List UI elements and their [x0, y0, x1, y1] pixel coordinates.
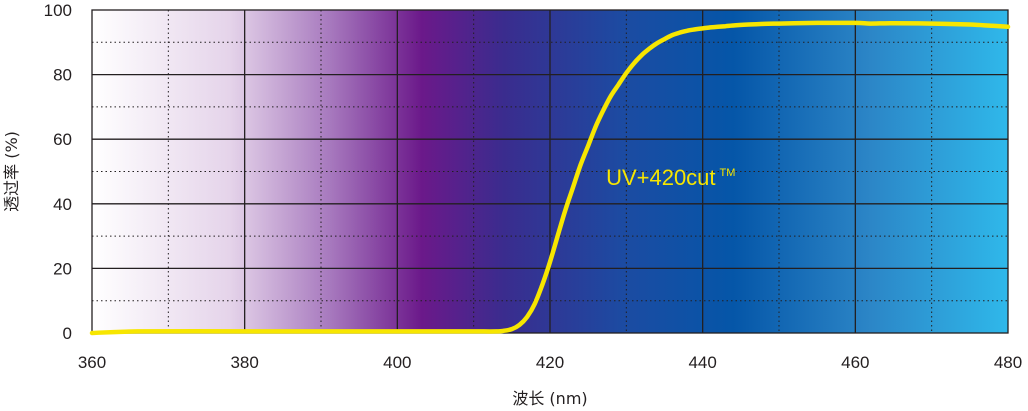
y-tick-label: 20 [53, 259, 72, 278]
x-tick-label: 480 [994, 353, 1022, 372]
y-tick-label: 100 [44, 1, 72, 20]
x-axis-title: 波长 (nm) [512, 389, 587, 408]
x-tick-labels: 360 380 400 420 440 460 480 [78, 353, 1022, 372]
x-tick-label: 460 [841, 353, 869, 372]
series-line-uv-420cut [89, 20, 1011, 336]
series-layer [89, 20, 1011, 336]
plot-frame [91, 9, 1009, 334]
x-tick-label: 380 [230, 353, 258, 372]
x-tick-label: 420 [536, 353, 564, 372]
series-label: UV+420cut TM [606, 165, 735, 190]
x-tick-label: 360 [78, 353, 106, 372]
x-tick-label: 400 [383, 353, 411, 372]
series-label-mark: TM [720, 167, 736, 179]
y-tick-label: 80 [53, 66, 72, 85]
y-tick-label: 40 [53, 195, 72, 214]
y-tick-label: 60 [53, 130, 72, 149]
y-tick-label: 0 [63, 324, 72, 343]
series-label-name: UV+420cut [606, 165, 715, 190]
y-axis-title: 透过率 (%) [2, 131, 21, 212]
x-tick-label: 440 [688, 353, 716, 372]
y-tick-labels: 0 20 40 60 80 100 [44, 1, 72, 343]
